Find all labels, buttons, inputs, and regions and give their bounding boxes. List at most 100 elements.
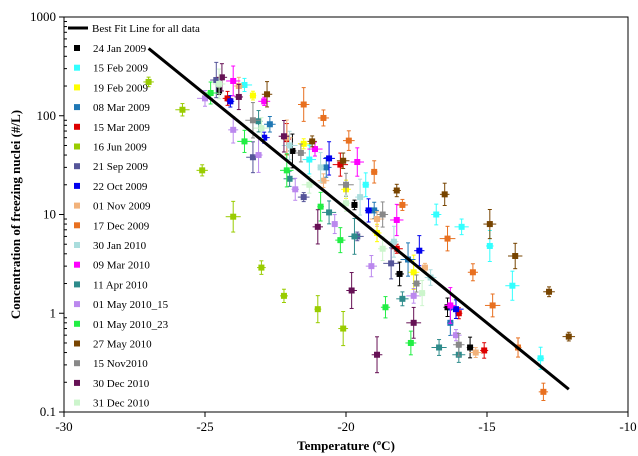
legend-swatch xyxy=(74,379,80,386)
data-point xyxy=(207,89,214,96)
data-point xyxy=(413,280,420,287)
data-point xyxy=(227,98,234,105)
y-tick-label: 100 xyxy=(37,108,57,123)
x-tick-label: -30 xyxy=(55,419,72,434)
legend-label: 15 Feb 2009 xyxy=(93,63,149,75)
data-point xyxy=(300,140,307,147)
data-point xyxy=(374,351,381,358)
legend-swatch xyxy=(74,123,80,130)
data-point xyxy=(447,302,454,309)
data-point xyxy=(399,295,406,302)
y-tick-label: 1000 xyxy=(30,9,56,24)
data-point xyxy=(486,221,493,228)
y-tick-label: 1 xyxy=(50,305,57,320)
legend-label: 01 May 2010_23 xyxy=(93,319,169,331)
data-point xyxy=(351,233,358,240)
data-point xyxy=(371,207,378,214)
data-point xyxy=(337,237,344,244)
legend-swatch xyxy=(74,360,80,367)
data-point xyxy=(379,245,386,252)
data-point xyxy=(467,344,474,351)
legend-swatch xyxy=(74,281,80,288)
data-point xyxy=(546,288,553,295)
data-point xyxy=(441,191,448,198)
legend-swatch xyxy=(74,340,80,347)
data-point xyxy=(390,238,397,245)
legend-label: 15 Nov2010 xyxy=(93,358,148,370)
data-point xyxy=(309,138,316,145)
x-tick-label: -15 xyxy=(478,419,495,434)
data-point xyxy=(235,93,242,100)
data-point xyxy=(452,332,459,339)
legend-label: 08 Mar 2009 xyxy=(93,102,150,114)
legend-label: 30 Jan 2010 xyxy=(93,240,147,252)
series-10 xyxy=(298,87,549,402)
data-point xyxy=(472,349,479,356)
x-tick-label: -10 xyxy=(619,419,636,434)
legend-swatch xyxy=(74,143,80,150)
data-point xyxy=(340,157,347,164)
legend-swatch xyxy=(74,104,80,111)
legend-swatch xyxy=(74,163,80,170)
data-point xyxy=(179,106,186,113)
data-point xyxy=(292,186,299,193)
series-2 xyxy=(236,77,545,370)
legend-swatch xyxy=(74,320,80,327)
plot-frame xyxy=(63,16,629,413)
data-point xyxy=(452,306,459,313)
series-5 xyxy=(222,90,489,359)
data-point xyxy=(306,156,313,163)
data-point xyxy=(255,152,262,159)
legend-label: 16 Jun 2009 xyxy=(93,142,147,154)
data-point xyxy=(280,133,287,140)
series-6 xyxy=(143,76,349,347)
data-point xyxy=(289,147,296,154)
data-point xyxy=(368,263,375,270)
data-point xyxy=(374,216,381,223)
data-point xyxy=(458,223,465,230)
data-point xyxy=(416,247,423,254)
data-point xyxy=(230,213,237,220)
data-point xyxy=(314,223,321,230)
data-point xyxy=(261,98,268,105)
data-point xyxy=(436,344,443,351)
data-point xyxy=(399,201,406,208)
y-tick-label: 10 xyxy=(43,207,56,222)
data-point xyxy=(306,181,313,188)
legend-swatch xyxy=(74,242,80,248)
legend-swatch xyxy=(74,222,80,229)
series-13 xyxy=(254,110,466,363)
legend-swatch xyxy=(74,261,80,268)
data-point xyxy=(419,290,426,297)
data-point xyxy=(249,117,256,124)
data-point xyxy=(283,167,290,174)
data-point xyxy=(540,388,547,395)
data-point xyxy=(286,175,293,182)
data-point xyxy=(249,92,256,99)
legend-label: 09 Mar 2010 xyxy=(93,260,150,272)
data-point xyxy=(345,137,352,144)
data-point xyxy=(481,347,488,354)
legend-label: 15 Mar 2009 xyxy=(93,122,150,134)
data-point xyxy=(326,155,333,162)
data-point xyxy=(320,114,327,121)
data-point xyxy=(317,164,324,171)
legend-swatch xyxy=(74,399,80,406)
data-point xyxy=(455,310,462,317)
data-point xyxy=(410,292,417,299)
data-point xyxy=(255,118,262,125)
legend-swatch xyxy=(74,301,80,308)
data-point xyxy=(331,221,338,228)
data-point xyxy=(249,154,256,161)
legend-label: 19 Feb 2009 xyxy=(93,82,149,94)
data-point xyxy=(300,101,307,108)
data-point xyxy=(230,126,237,133)
legend-label: 01 Nov 2009 xyxy=(93,201,151,213)
legend-label: Best Fit Line for all data xyxy=(92,23,200,35)
data-point xyxy=(258,125,265,132)
data-point xyxy=(407,339,414,346)
data-point xyxy=(365,207,372,214)
legend-label: 01 May 2010_15 xyxy=(93,299,169,311)
data-point xyxy=(340,325,347,332)
data-point xyxy=(433,211,440,218)
